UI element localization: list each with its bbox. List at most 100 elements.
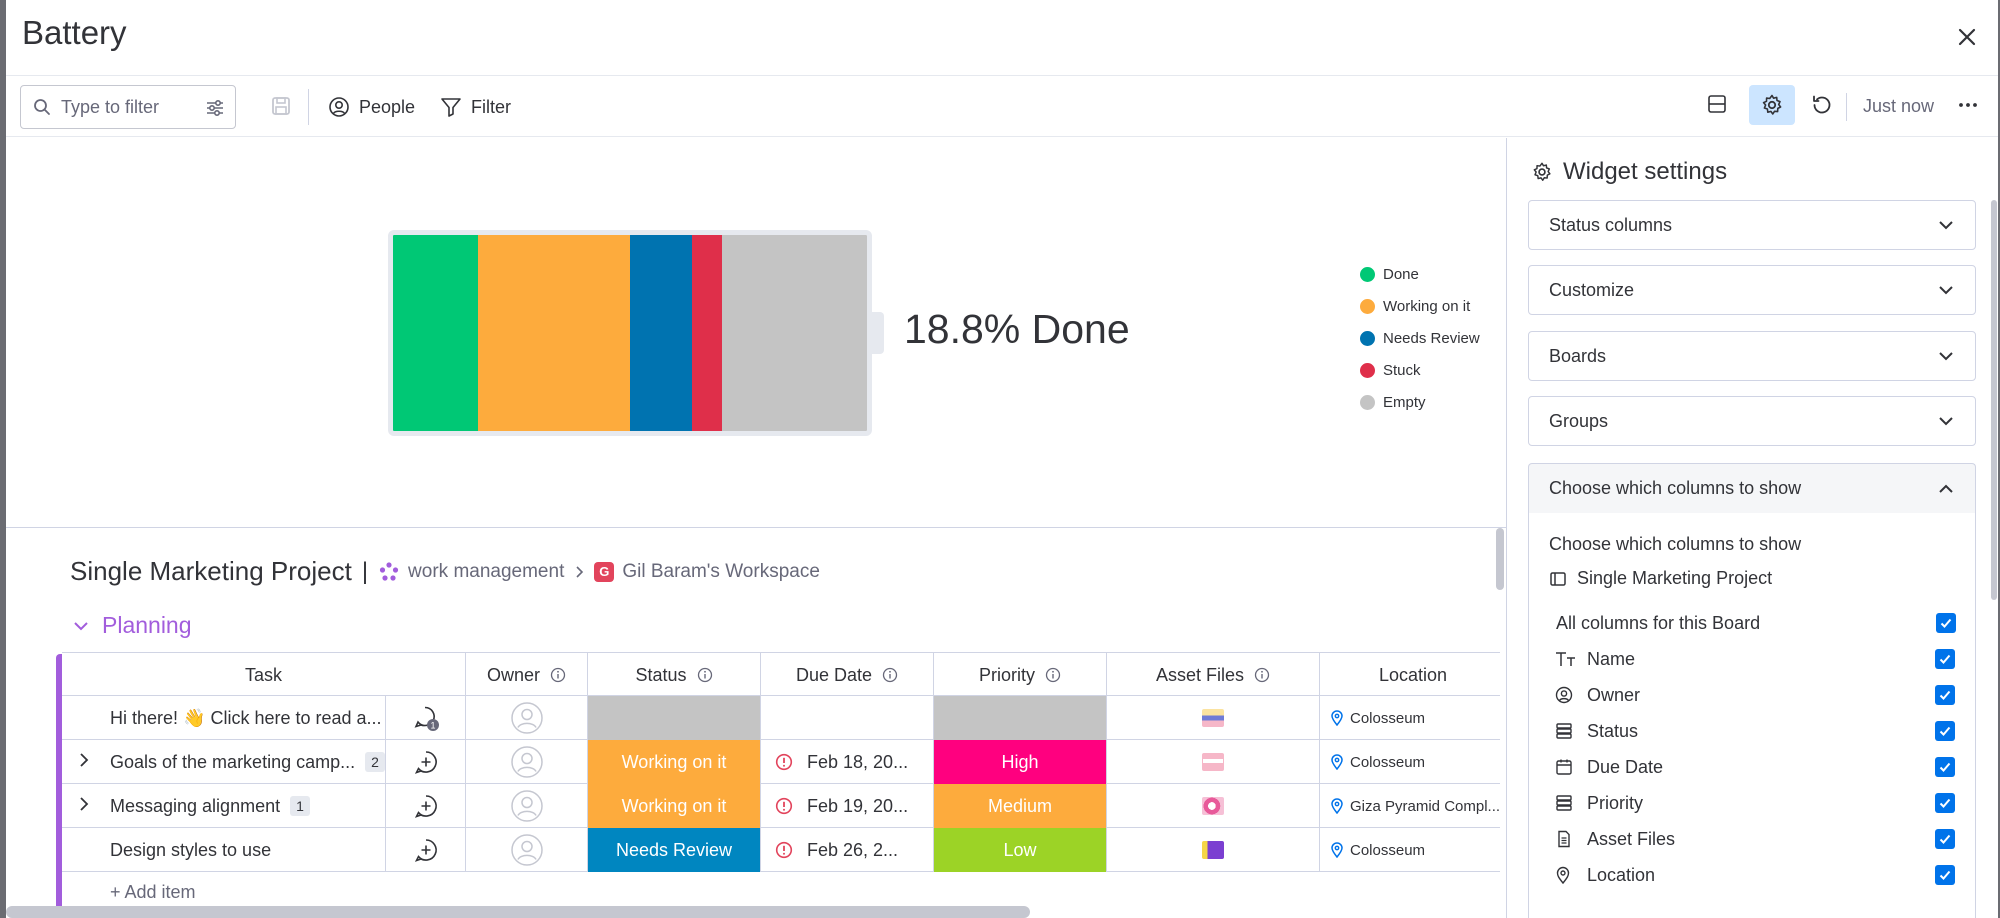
workspace-link[interactable]: Gil Baram's Workspace — [622, 560, 820, 582]
status-cell[interactable]: Working on it — [588, 740, 761, 784]
add-item-button[interactable]: + Add item — [110, 882, 196, 902]
priority-cell[interactable]: Low — [934, 828, 1107, 872]
column-option-priority[interactable]: Priority — [1555, 788, 1955, 818]
column-checkbox[interactable] — [1935, 757, 1955, 777]
column-checkbox[interactable] — [1935, 721, 1955, 741]
task-name-cell[interactable]: Messaging alignment 1 — [62, 784, 386, 828]
priority-cell[interactable]: High — [934, 740, 1107, 784]
info-icon[interactable] — [1045, 667, 1061, 683]
layout-toggle-icon[interactable] — [1706, 93, 1728, 120]
accordion-status-columns[interactable]: Status columns — [1528, 200, 1976, 250]
column-header-priority[interactable]: Priority — [934, 653, 1107, 697]
file-thumbnail[interactable] — [1202, 709, 1224, 727]
status-cell[interactable]: Working on it — [588, 784, 761, 828]
table-row[interactable]: Goals of the marketing camp... 2 Working … — [62, 740, 1500, 784]
group-header[interactable]: Planning — [72, 612, 192, 639]
updates-cell[interactable]: 1 — [386, 696, 466, 740]
filter-search-box[interactable] — [20, 85, 236, 129]
battery-segment-empty[interactable] — [722, 235, 867, 431]
board-vertical-scrollbar[interactable] — [1496, 528, 1504, 590]
board-name[interactable]: Single Marketing Project — [70, 556, 352, 586]
owner-cell[interactable] — [466, 696, 588, 740]
chevron-right-icon[interactable] — [76, 796, 92, 812]
accordion-boards[interactable]: Boards — [1528, 331, 1976, 381]
column-header-task[interactable]: Task — [62, 653, 466, 697]
due-date-cell[interactable]: Feb 26, 2... — [761, 828, 934, 872]
asset-files-cell[interactable] — [1107, 828, 1320, 872]
asset-files-cell[interactable] — [1107, 784, 1320, 828]
info-icon[interactable] — [1254, 667, 1270, 683]
column-option-status[interactable]: Status — [1555, 716, 1955, 746]
battery-segment-done[interactable] — [393, 235, 479, 431]
asset-files-cell[interactable] — [1107, 740, 1320, 784]
task-name-cell[interactable]: Goals of the marketing camp... 2 — [62, 740, 386, 784]
due-date-cell[interactable]: Feb 18, 20... — [761, 740, 934, 784]
asset-files-cell[interactable] — [1107, 696, 1320, 740]
column-option-location[interactable]: Location — [1555, 860, 1955, 890]
info-icon[interactable] — [697, 667, 713, 683]
all-columns-checkbox[interactable] — [1936, 613, 1956, 633]
column-header-owner[interactable]: Owner — [466, 653, 588, 697]
updates-cell[interactable] — [386, 784, 466, 828]
filter-settings-icon[interactable] — [205, 98, 225, 123]
filter-button[interactable]: Filter — [440, 89, 511, 125]
table-row[interactable]: Messaging alignment 1 Working on it Feb 1… — [62, 784, 1500, 828]
column-checkbox[interactable] — [1935, 829, 1955, 849]
due-date-cell[interactable] — [761, 696, 934, 740]
chevron-down-icon[interactable] — [72, 617, 90, 635]
due-date-cell[interactable]: Feb 19, 20... — [761, 784, 934, 828]
save-icon[interactable] — [270, 95, 292, 122]
column-checkbox[interactable] — [1935, 865, 1955, 885]
location-cell[interactable]: Giza Pyramid Compl... — [1320, 784, 1500, 828]
priority-cell[interactable] — [934, 696, 1107, 740]
priority-cell[interactable]: Medium — [934, 784, 1107, 828]
location-cell[interactable]: Colosseum — [1320, 696, 1500, 740]
column-option-owner[interactable]: Owner — [1555, 680, 1955, 710]
all-columns-row[interactable]: All columns for this Board — [1556, 608, 1956, 638]
refresh-icon[interactable] — [1810, 93, 1834, 122]
table-row[interactable]: Hi there! 👋 Click here to read a... 1 Co… — [62, 696, 1500, 740]
subitems-count[interactable]: 2 — [365, 752, 385, 772]
task-name-cell[interactable]: Design styles to use — [62, 828, 386, 872]
location-cell[interactable]: Colosseum — [1320, 828, 1500, 872]
chevron-right-icon[interactable] — [76, 752, 92, 768]
battery-segment-stuck[interactable] — [691, 235, 723, 431]
column-option-asset-files[interactable]: Asset Files — [1555, 824, 1955, 854]
column-header-status[interactable]: Status — [588, 653, 761, 697]
filter-search-input[interactable] — [61, 96, 191, 118]
battery-segment-needs-review[interactable] — [629, 235, 692, 431]
info-icon[interactable] — [882, 667, 898, 683]
column-option-name[interactable]: Name — [1555, 644, 1955, 674]
panel-scrollbar[interactable] — [1991, 200, 1997, 600]
column-option-due-date[interactable]: Due Date — [1555, 752, 1955, 782]
close-button[interactable] — [1950, 20, 1984, 54]
group-title[interactable]: Planning — [102, 612, 192, 638]
widget-settings-button[interactable] — [1749, 85, 1795, 125]
battery-segment-working-on-it[interactable] — [478, 235, 630, 431]
updates-cell[interactable] — [386, 828, 466, 872]
accordion-groups[interactable]: Groups — [1528, 396, 1976, 446]
product-link[interactable]: work management — [408, 560, 565, 582]
column-header-asset-files[interactable]: Asset Files — [1107, 653, 1320, 697]
subitems-count[interactable]: 1 — [290, 796, 310, 816]
accordion-customize[interactable]: Customize — [1528, 265, 1976, 315]
task-name-cell[interactable]: Hi there! 👋 Click here to read a... — [62, 696, 386, 740]
table-row[interactable]: Design styles to use Needs Review Feb 26… — [62, 828, 1500, 872]
owner-cell[interactable] — [466, 828, 588, 872]
owner-cell[interactable] — [466, 784, 588, 828]
updates-cell[interactable] — [386, 740, 466, 784]
location-cell[interactable]: Colosseum — [1320, 740, 1500, 784]
people-button[interactable]: People — [328, 89, 415, 125]
info-icon[interactable] — [550, 667, 566, 683]
column-checkbox[interactable] — [1935, 685, 1955, 705]
owner-cell[interactable] — [466, 740, 588, 784]
more-options-icon[interactable] — [1956, 93, 1980, 122]
board-horizontal-scrollbar[interactable] — [6, 906, 1030, 918]
column-header-location[interactable]: Location — [1320, 653, 1500, 697]
column-checkbox[interactable] — [1935, 649, 1955, 669]
status-cell[interactable]: Needs Review — [588, 828, 761, 872]
file-thumbnail[interactable] — [1202, 841, 1224, 859]
accordion-choose-columns[interactable]: Choose which columns to show — [1528, 463, 1976, 513]
column-header-due-date[interactable]: Due Date — [761, 653, 934, 697]
file-thumbnail[interactable] — [1202, 797, 1224, 815]
